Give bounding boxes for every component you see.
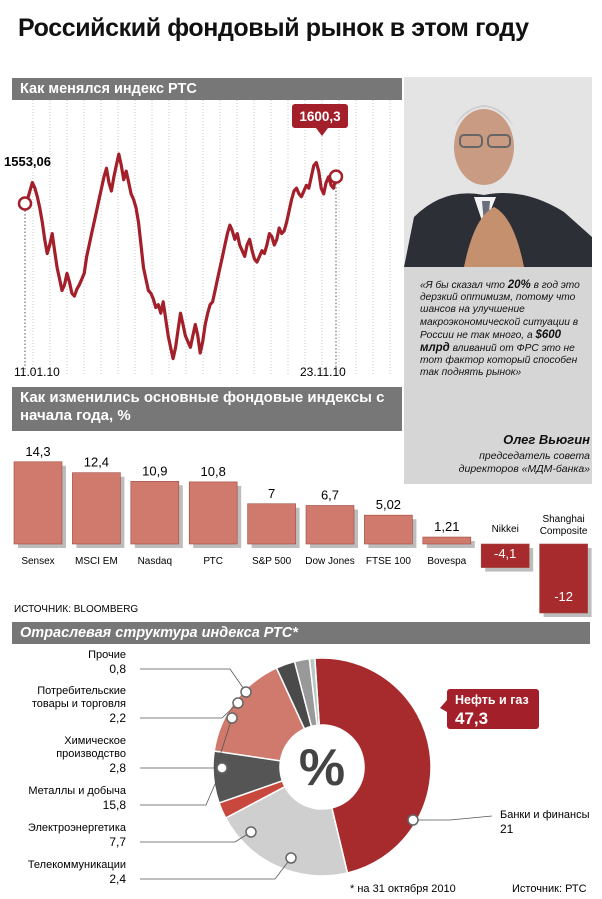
leader-dot <box>216 762 228 774</box>
bar-category-label: S&P 500 <box>252 556 292 567</box>
leader-dot <box>407 814 419 826</box>
bar-value-label: 10,8 <box>201 464 226 479</box>
bar-5 <box>305 505 355 545</box>
portrait-photo <box>404 77 592 267</box>
x-start-label: 11.01.10 <box>14 365 60 379</box>
bar-7 <box>422 536 472 545</box>
rts-series-line <box>23 152 338 361</box>
bar-value-label: 12,4 <box>84 455 109 470</box>
slice-value-label: 47,3 <box>455 709 488 728</box>
bar-category-label: Nikkei <box>492 524 519 535</box>
sector-footnote: * на 31 октября 2010 <box>350 883 456 895</box>
donut-slice-4 <box>213 666 306 762</box>
end-callout-pointer <box>316 128 328 136</box>
leader-dot <box>226 712 238 724</box>
bar-category-label: MSCI EM <box>75 556 118 567</box>
bar-4 <box>247 503 296 545</box>
slice-name-label: Прочие <box>88 649 126 661</box>
bar-category-label: РТС <box>203 556 223 567</box>
start-point <box>17 196 33 211</box>
bar-value-label: 14,3 <box>25 444 50 459</box>
indices-bar-chart: 14,3 Sensex 12,4 MSCI EM 10,9 Nasdaq 10,8 РТС 7 S… <box>13 444 592 617</box>
bar-3 <box>188 481 238 545</box>
end-value-label: 1600,3 <box>299 109 341 124</box>
leader-line <box>140 668 247 693</box>
slice-value-label: 2,4 <box>109 872 126 886</box>
bar-category-label: Shanghai <box>542 514 584 525</box>
bar-category-label: Nasdaq <box>138 556 172 567</box>
bar-category-label: Composite <box>540 526 588 537</box>
leader-line <box>140 702 239 719</box>
bar-category-label: Bovespa <box>427 556 466 567</box>
leader-dot <box>285 852 297 864</box>
end-point <box>328 169 344 184</box>
donut-slice-1 <box>224 785 349 877</box>
bar-9 <box>539 543 588 614</box>
sector-source: Источник: РТС <box>512 883 587 895</box>
slice-name-label: производство <box>56 748 126 760</box>
quote-author-name: Олег Вьюгин <box>503 432 590 447</box>
slice-value-label: 0,8 <box>109 662 126 676</box>
bar-value-label: 6,7 <box>321 487 339 502</box>
slice-value-label: 2,8 <box>109 761 126 775</box>
leader-dot <box>245 826 257 838</box>
slice-name-label: Металлы и добыча <box>28 785 127 797</box>
slice-name-label: Потребительские <box>37 685 126 697</box>
bar-value-label: -4,1 <box>494 546 516 561</box>
slice-name-label: Телекоммуникации <box>28 859 126 871</box>
bar-0 <box>13 461 63 545</box>
slice-name-label: Химическое <box>64 735 126 747</box>
bar-value-label: 5,02 <box>376 497 401 512</box>
bar-6 <box>364 514 413 545</box>
bar-value-label: 1,21 <box>434 519 459 534</box>
start-value-label: 1553,06 <box>4 154 51 169</box>
leader-line <box>413 815 493 821</box>
leader-line <box>140 857 292 880</box>
bar-1 <box>72 472 121 545</box>
leader-dot <box>232 697 244 709</box>
x-end-label: 23.11.10 <box>300 365 346 379</box>
quote-text: «Я бы сказал что 20% в год это дерзкий о… <box>420 279 580 379</box>
page-title: Российский фондовый рынок в этом году <box>18 14 529 42</box>
oil-callout-pointer <box>440 700 447 712</box>
slice-value-label: 2,2 <box>109 711 126 725</box>
bar-2 <box>130 481 180 545</box>
quote-author-role: председатель совета директоров «МДМ-банк… <box>458 450 590 475</box>
donut-slice-7 <box>308 657 321 727</box>
slice-value-label: 7,7 <box>109 835 126 849</box>
bar-value-label: -12 <box>554 589 573 604</box>
bar-8 <box>480 543 530 568</box>
leader-line <box>140 831 252 843</box>
slice-value-label: 21 <box>500 822 514 836</box>
leader-line <box>140 717 233 769</box>
slice-name-label: Электроэнергетика <box>28 822 127 834</box>
leader-line <box>140 767 223 806</box>
indices-chart-title: Как изменились основные фондовые индексы… <box>12 387 402 431</box>
oil-callout-box <box>447 689 539 729</box>
end-callout-box <box>292 104 348 128</box>
leader-dot <box>240 686 252 698</box>
quote-panel <box>404 266 592 484</box>
donut-slice-0 <box>314 657 432 874</box>
indices-source: ИСТОЧНИК: BLOOMBERG <box>14 604 138 615</box>
bar-shadow <box>426 541 475 548</box>
slice-name-label: Банки и финансы <box>500 809 590 821</box>
bar-category-label: Sensex <box>21 556 54 567</box>
slice-value-label: 15,8 <box>103 798 127 812</box>
rts-line-chart: 1553,06 1600,3 11.01.10 23.11.10 <box>4 104 348 379</box>
line-chart-grid <box>32 100 391 375</box>
rts-chart-title: Как менялся индекс РТС <box>12 78 402 100</box>
bar-value-label: 7 <box>268 486 275 501</box>
bar-category-label: FTSE 100 <box>366 556 411 567</box>
donut-center-symbol: % <box>299 739 345 797</box>
bar-category-label: Dow Jones <box>305 556 354 567</box>
bar-value-label: 10,9 <box>142 463 167 478</box>
slice-name-label: товары и торговля <box>32 698 126 710</box>
sector-chart-title: Отраслевая структура индекса РТС* <box>12 622 590 644</box>
slice-name-label: Нефть и газ <box>455 693 529 707</box>
